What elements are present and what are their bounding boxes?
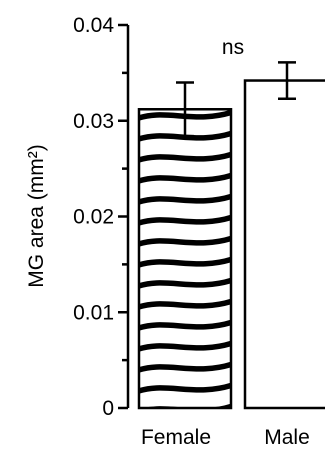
y-tick-label-1: 0.01 [73, 301, 114, 324]
category-label-female: Female [141, 426, 211, 449]
y-tick-label-4: 0.04 [73, 14, 114, 37]
hatch-line-2 [139, 151, 231, 163]
significance-label: ns [222, 36, 244, 59]
hatch-line-4 [139, 193, 231, 205]
hatch-line-0 [139, 109, 231, 121]
hatch-line-3 [139, 172, 231, 184]
y-axis-title: MG area (mm²) [25, 144, 48, 288]
y-tick-label-2: 0.02 [73, 206, 114, 229]
hatch-line-7 [139, 256, 231, 268]
hatch-line-13 [139, 382, 231, 394]
y-tick-label-3: 0.03 [73, 110, 114, 133]
y-axis-ticks: 0 0.01 0.02 0.03 0.04 [73, 14, 128, 420]
hatch-line-8 [139, 277, 231, 289]
category-label-male: Male [264, 426, 310, 449]
hatch-line-12 [139, 361, 231, 373]
hatch-line-6 [139, 235, 231, 247]
bar-male [243, 79, 325, 410]
bar-hatch-female [139, 109, 231, 408]
hatch-line-11 [139, 340, 231, 352]
hatch-line-5 [139, 214, 231, 226]
bar-fill-female [139, 109, 231, 408]
y-tick-label-0: 0 [102, 397, 114, 420]
hatch-line-9 [139, 298, 231, 310]
bars-group [137, 61, 325, 410]
hatch-line-10 [139, 319, 231, 331]
